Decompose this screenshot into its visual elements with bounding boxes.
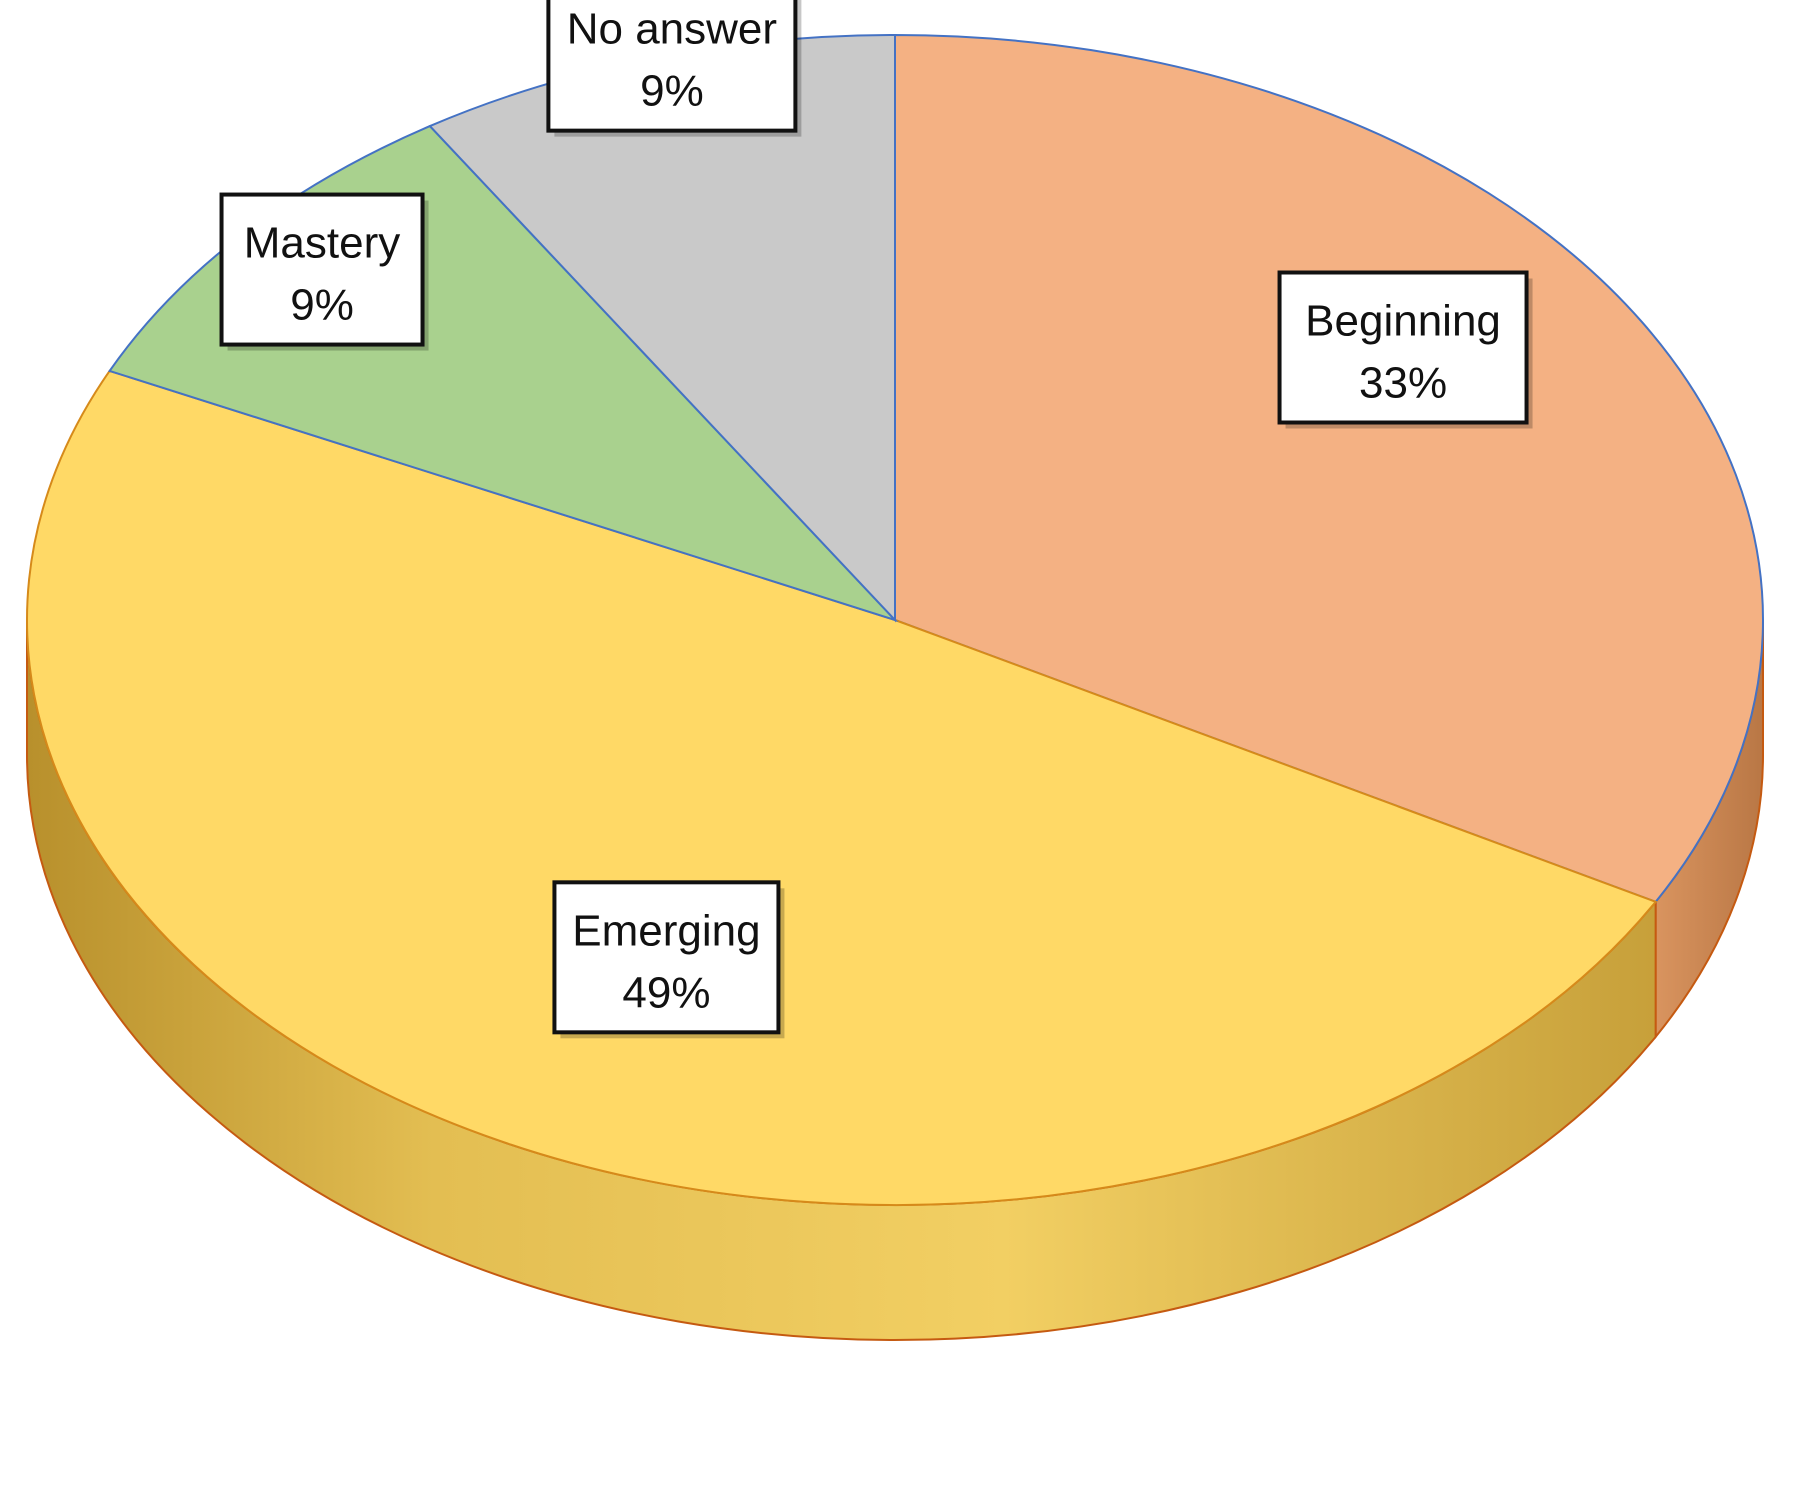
data-label-mastery: Mastery 9%: [219, 192, 429, 351]
slice-label-name: Mastery: [244, 219, 400, 268]
slice-label-value: 9%: [640, 67, 704, 116]
data-label-box: [1277, 270, 1529, 425]
slice-label-name: No answer: [567, 5, 777, 54]
data-label-box: [552, 880, 781, 1035]
data-label-no-answer: No answer 9%: [546, 0, 802, 137]
pie-slice-emerging: [26, 369, 1658, 1206]
slice-label-value: 49%: [622, 968, 710, 1017]
slice-label-name: Beginning: [1305, 297, 1501, 346]
slice-label-value: 33%: [1359, 359, 1447, 408]
data-label-emerging: Emerging 49%: [552, 880, 785, 1039]
data-label-box: [219, 192, 425, 347]
slice-label-name: Emerging: [572, 906, 760, 955]
data-label-beginning: Beginning 33%: [1277, 270, 1533, 429]
slice-label-value: 9%: [290, 281, 354, 330]
pie-slice-beginning: [894, 33, 1764, 904]
data-label-box: [546, 0, 798, 133]
